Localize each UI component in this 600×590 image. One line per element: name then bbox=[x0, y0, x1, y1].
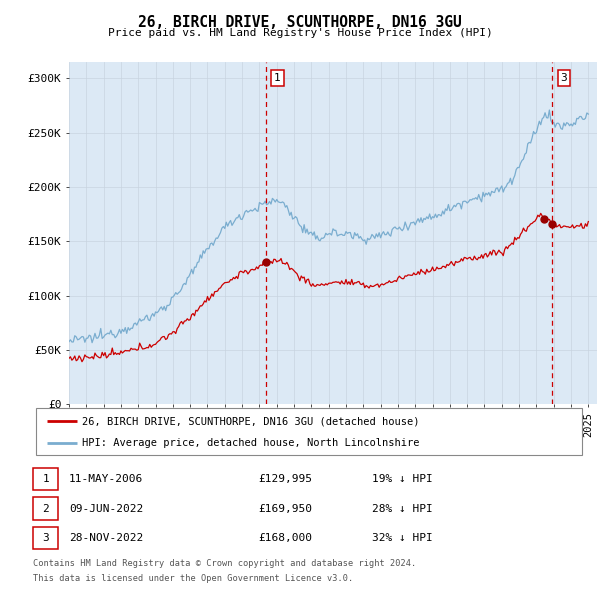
Text: 11-MAY-2006: 11-MAY-2006 bbox=[69, 474, 143, 484]
Text: 26, BIRCH DRIVE, SCUNTHORPE, DN16 3GU: 26, BIRCH DRIVE, SCUNTHORPE, DN16 3GU bbox=[138, 15, 462, 30]
Text: 3: 3 bbox=[42, 533, 49, 543]
Text: Contains HM Land Registry data © Crown copyright and database right 2024.: Contains HM Land Registry data © Crown c… bbox=[33, 559, 416, 568]
Text: £129,995: £129,995 bbox=[258, 474, 312, 484]
Text: 19% ↓ HPI: 19% ↓ HPI bbox=[372, 474, 433, 484]
Text: £169,950: £169,950 bbox=[258, 504, 312, 513]
Text: 28% ↓ HPI: 28% ↓ HPI bbox=[372, 504, 433, 513]
Text: £168,000: £168,000 bbox=[258, 533, 312, 543]
Text: 2: 2 bbox=[42, 504, 49, 513]
Text: 28-NOV-2022: 28-NOV-2022 bbox=[69, 533, 143, 543]
Text: Price paid vs. HM Land Registry's House Price Index (HPI): Price paid vs. HM Land Registry's House … bbox=[107, 28, 493, 38]
Text: 26, BIRCH DRIVE, SCUNTHORPE, DN16 3GU (detached house): 26, BIRCH DRIVE, SCUNTHORPE, DN16 3GU (d… bbox=[82, 417, 420, 427]
Text: HPI: Average price, detached house, North Lincolnshire: HPI: Average price, detached house, Nort… bbox=[82, 438, 420, 448]
Text: 3: 3 bbox=[560, 73, 567, 83]
Text: 1: 1 bbox=[274, 73, 281, 83]
Text: 1: 1 bbox=[42, 474, 49, 484]
Text: This data is licensed under the Open Government Licence v3.0.: This data is licensed under the Open Gov… bbox=[33, 574, 353, 583]
Text: 09-JUN-2022: 09-JUN-2022 bbox=[69, 504, 143, 513]
Text: 32% ↓ HPI: 32% ↓ HPI bbox=[372, 533, 433, 543]
